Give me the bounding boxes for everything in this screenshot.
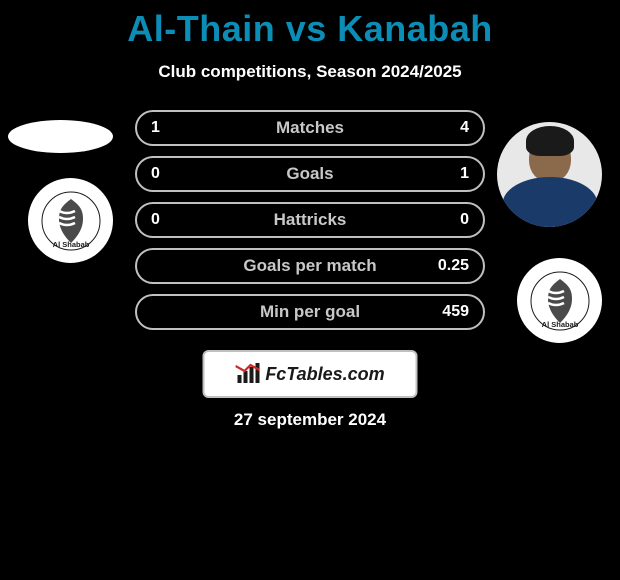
stat-label: Hattricks: [274, 210, 347, 230]
stat-row-matches: 1 Matches 4: [135, 110, 485, 146]
stat-row-goals-per-match: Goals per match 0.25: [135, 248, 485, 284]
stat-row-hattricks: 0 Hattricks 0: [135, 202, 485, 238]
subtitle: Club competitions, Season 2024/2025: [0, 62, 620, 82]
stat-label: Matches: [276, 118, 344, 138]
stat-label: Goals per match: [243, 256, 376, 276]
bar-chart-icon: [235, 363, 261, 385]
stat-right-value: 0: [460, 211, 469, 229]
stat-label: Goals: [286, 164, 333, 184]
stat-row-goals: 0 Goals 1: [135, 156, 485, 192]
stat-left-value: 1: [151, 119, 160, 137]
stat-left-value: 0: [151, 211, 160, 229]
stat-left-value: 0: [151, 165, 160, 183]
stat-right-value: 459: [442, 303, 469, 321]
page-title: Al-Thain vs Kanabah: [0, 0, 620, 50]
fctables-badge[interactable]: FcTables.com: [203, 350, 418, 398]
stat-right-value: 4: [460, 119, 469, 137]
date-label: 27 september 2024: [0, 410, 620, 430]
stat-row-min-per-goal: Min per goal 459: [135, 294, 485, 330]
stat-right-value: 1: [460, 165, 469, 183]
stat-label: Min per goal: [260, 302, 360, 322]
fctables-label: FcTables.com: [265, 364, 384, 385]
stat-right-value: 0.25: [438, 257, 469, 275]
